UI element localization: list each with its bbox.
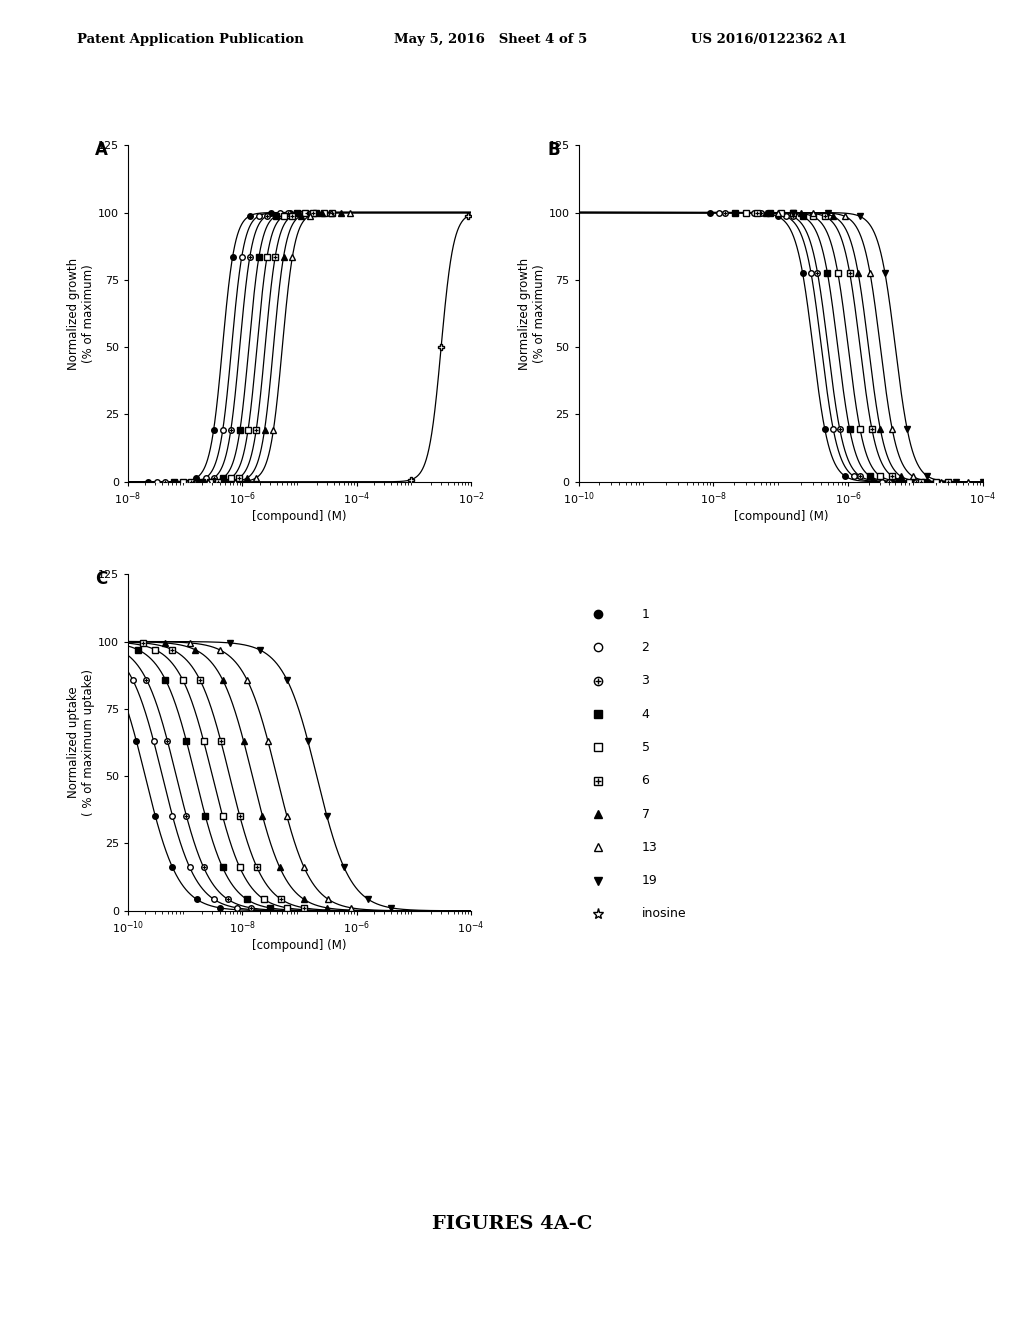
Text: 4: 4: [641, 708, 649, 721]
Text: FIGURES 4A-C: FIGURES 4A-C: [432, 1214, 592, 1233]
Text: Patent Application Publication: Patent Application Publication: [77, 33, 303, 46]
Y-axis label: Normalized growth
(% of maximum): Normalized growth (% of maximum): [67, 257, 95, 370]
Text: 3: 3: [641, 675, 649, 688]
Text: 6: 6: [641, 775, 649, 787]
Y-axis label: Normalized growth
(% of maximum): Normalized growth (% of maximum): [517, 257, 546, 370]
Text: 7: 7: [641, 808, 649, 821]
X-axis label: [compound] (M): [compound] (M): [252, 940, 347, 952]
Text: C: C: [95, 570, 108, 589]
Text: inosine: inosine: [641, 907, 686, 920]
X-axis label: [compound] (M): [compound] (M): [733, 511, 828, 523]
Text: 13: 13: [641, 841, 657, 854]
Text: 19: 19: [641, 874, 657, 887]
Text: US 2016/0122362 A1: US 2016/0122362 A1: [691, 33, 847, 46]
Text: 1: 1: [641, 607, 649, 620]
Text: A: A: [95, 141, 109, 160]
Text: May 5, 2016   Sheet 4 of 5: May 5, 2016 Sheet 4 of 5: [394, 33, 588, 46]
X-axis label: [compound] (M): [compound] (M): [252, 511, 347, 523]
Text: 5: 5: [641, 741, 649, 754]
Y-axis label: Normalized uptake
( % of maximum uptake): Normalized uptake ( % of maximum uptake): [67, 669, 95, 816]
Text: B: B: [548, 141, 560, 160]
Text: 2: 2: [641, 642, 649, 653]
